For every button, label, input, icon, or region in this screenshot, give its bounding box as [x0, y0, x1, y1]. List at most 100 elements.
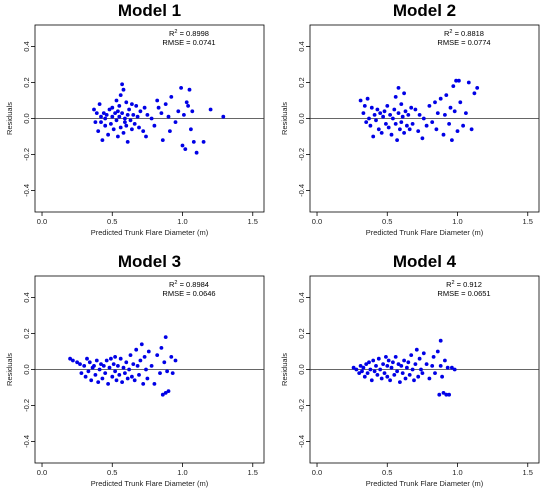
data-point: [466, 80, 471, 85]
data-point: [365, 96, 370, 101]
data-point: [389, 132, 394, 137]
data-point: [379, 131, 384, 135]
data-point: [409, 105, 414, 110]
y-tick-label: -0.4: [297, 184, 306, 197]
data-point: [93, 120, 98, 124]
y-tick-label: 0.0: [22, 113, 31, 123]
data-point: [163, 335, 168, 339]
data-point: [131, 362, 136, 366]
data-point: [384, 355, 388, 359]
data-point: [142, 355, 147, 359]
data-point: [402, 358, 406, 363]
data-point: [414, 347, 419, 352]
data-point: [378, 367, 383, 372]
data-point: [118, 356, 123, 361]
data-point: [417, 113, 422, 117]
data-point: [361, 111, 366, 115]
data-point: [443, 113, 447, 117]
data-point: [117, 373, 122, 377]
data-point: [435, 111, 440, 115]
data-point: [79, 371, 84, 375]
data-point: [114, 118, 119, 123]
data-point: [93, 373, 98, 377]
data-point: [144, 134, 148, 139]
rmse-label: RMSE = 0.0741: [162, 38, 215, 47]
data-point: [106, 132, 110, 137]
data-point: [399, 364, 404, 368]
y-tick-label: -0.4: [22, 435, 31, 448]
data-point: [103, 123, 108, 128]
x-tick-label: 1.0: [452, 468, 462, 477]
data-point: [433, 100, 437, 105]
data-point: [173, 120, 178, 124]
data-point: [130, 127, 134, 132]
residual-plot-svg: Model 1 0.0 0.5 1.0 1.5 -0.4 -0.2 0.0 0.2 0.4 Pred…: [5, 1, 265, 237]
data-point: [110, 105, 115, 110]
plot-title: Model 4: [393, 252, 457, 271]
y-tick-label: -0.2: [22, 399, 31, 412]
plot-title: Model 1: [118, 1, 181, 20]
data-point: [82, 364, 87, 368]
data-point: [144, 367, 148, 372]
data-point: [173, 358, 178, 363]
data-point: [118, 125, 123, 130]
data-point: [130, 374, 134, 379]
data-point: [183, 147, 188, 152]
data-point: [116, 364, 120, 368]
data-point: [402, 91, 406, 96]
data-point: [416, 129, 421, 134]
data-point: [116, 134, 120, 139]
data-point: [131, 113, 136, 117]
data-point: [125, 140, 130, 144]
data-point: [141, 129, 146, 134]
y-tick-label: 0.4: [297, 41, 306, 51]
x-tick-label: 0.0: [37, 468, 47, 477]
data-point: [393, 95, 398, 99]
data-point: [97, 102, 102, 106]
data-point: [395, 138, 399, 143]
data-point: [367, 116, 371, 121]
data-point: [407, 373, 412, 377]
data-point: [360, 369, 364, 374]
data-point: [116, 109, 120, 114]
data-point: [384, 122, 388, 126]
data-point: [123, 116, 127, 121]
data-point: [158, 371, 162, 375]
data-point: [109, 356, 113, 361]
data-point: [427, 104, 432, 108]
data-point: [125, 376, 130, 381]
data-point: [162, 360, 167, 365]
data-point: [386, 358, 391, 363]
data-point: [170, 371, 175, 375]
data-point: [99, 114, 103, 119]
data-point: [97, 367, 102, 372]
data-point: [191, 140, 196, 144]
residual-plot-panel: Model 2 0.0 0.5 1.0 1.5 -0.4 -0.2 0.0 0.2 0.4 Pred…: [275, 0, 550, 250]
data-point: [114, 98, 119, 103]
data-point: [430, 364, 435, 368]
x-axis-label: Predicted Trunk Flare Diameter (m): [366, 228, 484, 237]
data-point: [168, 129, 172, 134]
data-point: [149, 116, 154, 121]
data-point: [376, 127, 381, 132]
data-point: [180, 143, 185, 148]
data-point: [451, 84, 456, 88]
plot-title: Model 3: [118, 252, 181, 271]
data-point: [396, 362, 401, 366]
x-axis-label: Predicted Trunk Flare Diameter (m): [366, 479, 484, 488]
y-tick-label: -0.2: [297, 148, 306, 161]
data-point: [396, 111, 401, 115]
data-point: [358, 98, 363, 103]
data-point: [421, 351, 426, 356]
data-point: [152, 123, 157, 128]
y-tick-label: 0.0: [297, 113, 306, 123]
x-tick-label: 1.5: [523, 468, 533, 477]
data-point: [438, 338, 443, 343]
data-point: [365, 371, 370, 375]
data-point: [410, 367, 415, 372]
data-point: [396, 86, 401, 90]
data-point: [121, 131, 126, 135]
data-point: [113, 355, 117, 359]
residual-plot-svg: Model 4 0.0 0.5 1.0 1.5 -0.4 -0.2 0.0 0.2 0.4 Pred…: [280, 252, 540, 488]
data-point: [354, 367, 359, 372]
